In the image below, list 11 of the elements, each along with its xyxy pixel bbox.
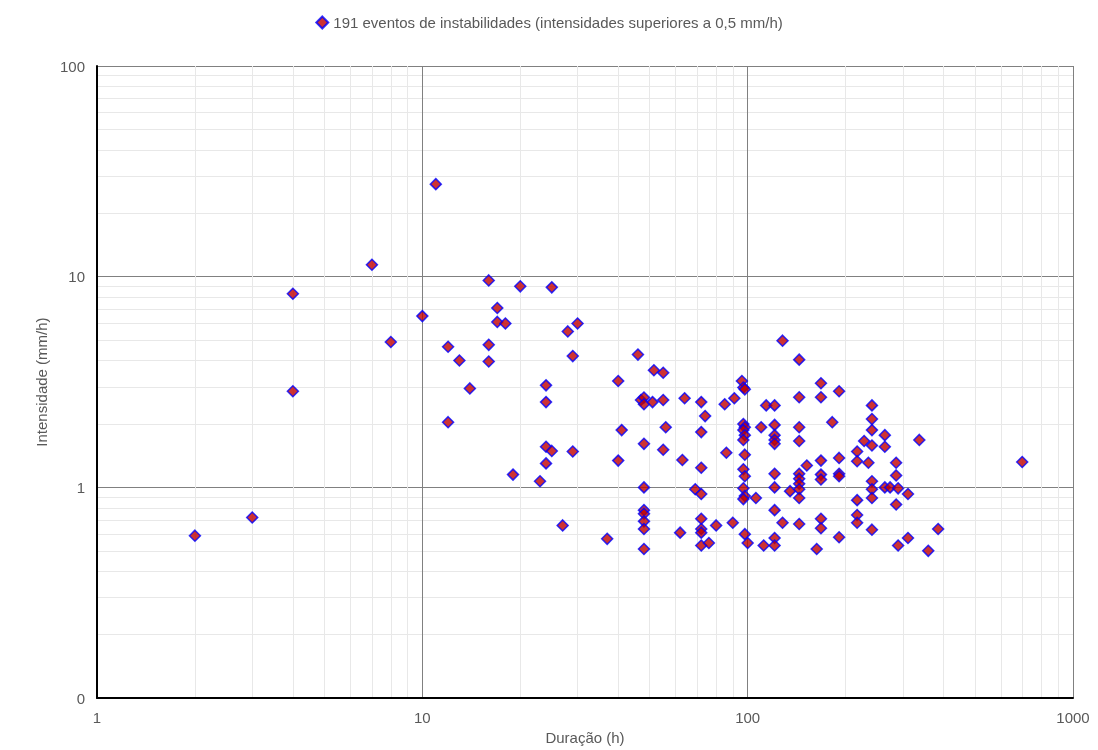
y-tick-label: 10 bbox=[68, 268, 85, 286]
x-tick-label: 100 bbox=[735, 709, 761, 727]
legend-label: 191 eventos de instabilidades (intensidades superiores a 0,5 mm/h) bbox=[333, 14, 783, 31]
y-axis-title: Intensidade (mm/h) bbox=[33, 317, 50, 447]
x-tick-label: 1 bbox=[92, 709, 102, 727]
y-tick-label: 100 bbox=[59, 57, 85, 75]
x-tick-label: 1000 bbox=[1056, 709, 1090, 727]
x-axis-title: Duração (h) bbox=[545, 729, 625, 746]
y-tick-label: 1 bbox=[76, 478, 85, 496]
y-tick-label: 0 bbox=[76, 689, 85, 707]
x-tick-label: 10 bbox=[413, 709, 431, 727]
